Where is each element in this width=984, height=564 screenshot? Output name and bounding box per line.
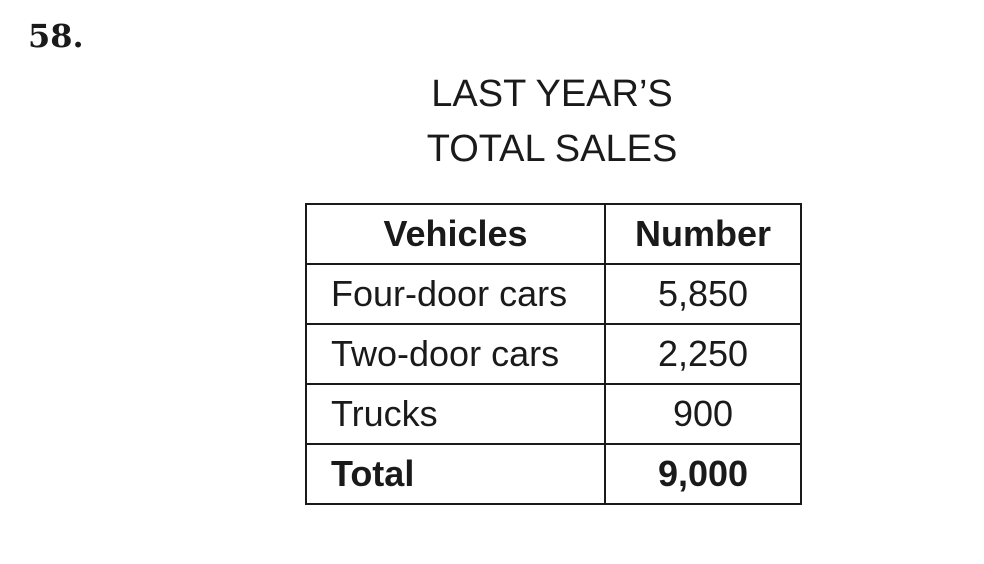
- vehicle-cell: Trucks: [305, 383, 606, 445]
- table-row: Trucks 900: [305, 383, 802, 445]
- total-value-cell: 9,000: [604, 443, 802, 505]
- table-row: Four-door cars 5,850: [305, 263, 802, 325]
- vehicle-cell: Two-door cars: [305, 323, 606, 385]
- number-cell: 5,850: [604, 263, 802, 325]
- table-row: Two-door cars 2,250: [305, 323, 802, 385]
- header-vehicles: Vehicles: [305, 203, 606, 265]
- total-label-cell: Total: [305, 443, 606, 505]
- sales-table: Vehicles Number Four-door cars 5,850 Two…: [305, 203, 802, 505]
- question-number: 58.: [28, 17, 84, 55]
- number-cell: 900: [604, 383, 802, 445]
- table-title-line-1: LAST YEAR’S: [431, 73, 673, 115]
- number-cell: 2,250: [604, 323, 802, 385]
- table-header-row: Vehicles Number: [305, 203, 802, 265]
- header-number: Number: [604, 203, 802, 265]
- table-total-row: Total 9,000: [305, 443, 802, 505]
- vehicle-cell: Four-door cars: [305, 263, 606, 325]
- table-title-line-2: TOTAL SALES: [426, 128, 678, 170]
